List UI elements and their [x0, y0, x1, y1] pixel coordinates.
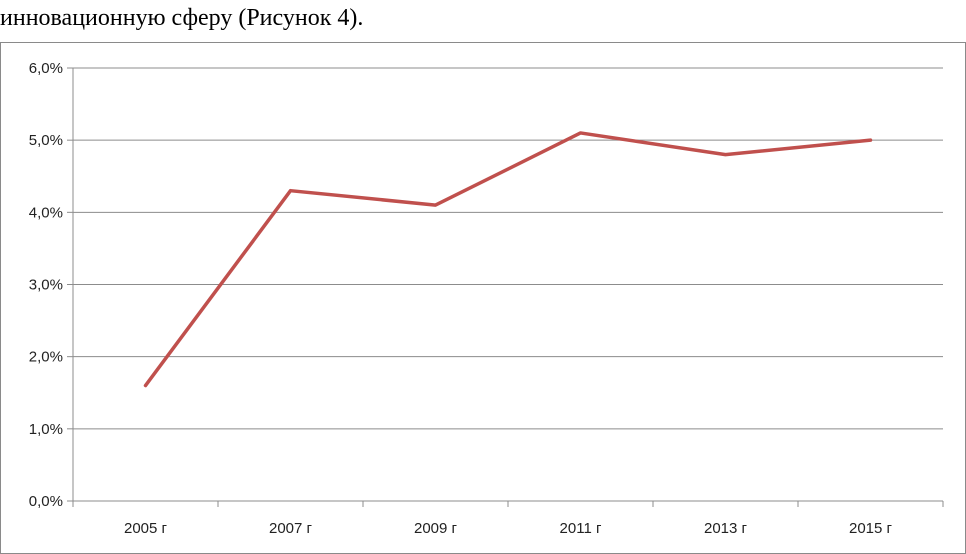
line-chart: 0,0% 1,0% 2,0% 3,0% 4,0% 5,0% 6,0% 2005 г 2007 … — [0, 42, 966, 554]
x-tick-label: 2009 г — [414, 520, 458, 537]
y-tick-label: 5,0% — [29, 132, 63, 149]
y-tick-label: 1,0% — [29, 421, 63, 438]
series-layer — [143, 131, 873, 388]
y-tick-label: 4,0% — [29, 204, 63, 221]
gridlines — [67, 67, 943, 502]
x-tick-label: 2015 г — [849, 520, 893, 537]
y-tick-label: 3,0% — [29, 277, 63, 294]
y-tick-label: 0,0% — [29, 493, 63, 510]
x-tick-label: 2005 г — [124, 520, 168, 537]
x-tick-label: 2007 г — [269, 520, 313, 537]
y-axis-tick-labels: 0,0% 1,0% 2,0% 3,0% 4,0% 5,0% 6,0% — [29, 60, 63, 510]
x-axis-tick-labels: 2005 г 2007 г 2009 г 2011 г 2013 г 2015 г — [124, 520, 893, 537]
page-caption: инновационную сферу (Рисунок 4). — [0, 5, 364, 31]
y-tick-label: 6,0% — [29, 60, 63, 77]
chart-svg: 0,0% 1,0% 2,0% 3,0% 4,0% 5,0% 6,0% 2005 г 2007 … — [29, 60, 944, 537]
y-tick-label: 2,0% — [29, 349, 63, 366]
x-tick-label: 2013 г — [704, 520, 748, 537]
x-axis-tick-marks — [72, 501, 944, 507]
series-line — [143, 131, 873, 388]
x-tick-label: 2011 г — [560, 520, 602, 537]
